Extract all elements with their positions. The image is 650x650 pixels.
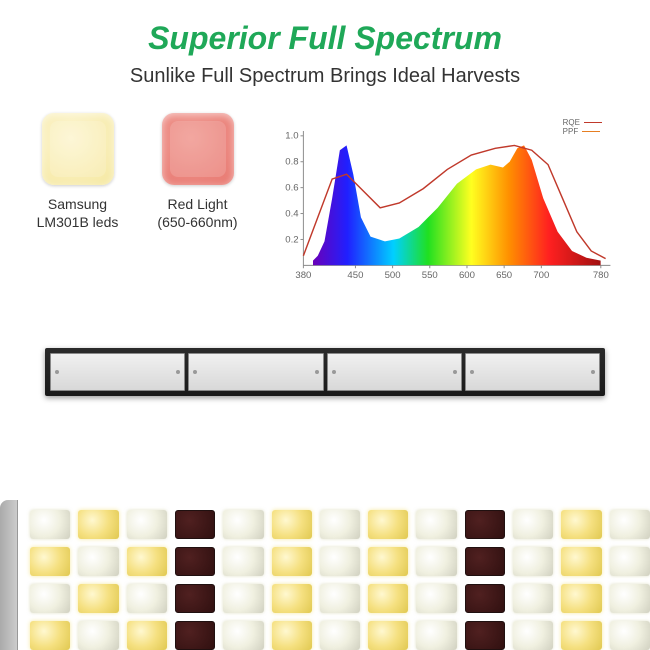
panel-led <box>561 621 601 650</box>
panel-led <box>127 547 167 576</box>
panel-led <box>368 584 408 613</box>
panel-led <box>127 584 167 613</box>
led-chip-icon <box>162 113 234 185</box>
svg-text:0.6: 0.6 <box>285 183 298 194</box>
led-chips: SamsungLM301B leds Red Light(650-660nm) <box>30 113 245 231</box>
panel-led <box>416 547 456 576</box>
panel-led <box>223 621 263 650</box>
panel-led <box>30 621 70 650</box>
svg-text:0.2: 0.2 <box>285 234 298 245</box>
led-module <box>50 353 185 391</box>
led-module <box>465 353 600 391</box>
led-module <box>188 353 323 391</box>
panel-led <box>175 584 215 613</box>
panel-led <box>513 621 553 650</box>
panel-led <box>465 621 505 650</box>
panel-led <box>416 584 456 613</box>
svg-text:780: 780 <box>593 270 609 281</box>
led-panel-closeup <box>0 500 650 650</box>
panel-led <box>320 547 360 576</box>
panel-led <box>610 584 650 613</box>
panel-led <box>272 584 312 613</box>
svg-text:550: 550 <box>422 270 438 281</box>
panel-led <box>78 621 118 650</box>
led-chip-item: Red Light(650-660nm) <box>150 113 245 231</box>
panel-led <box>175 621 215 650</box>
svg-text:450: 450 <box>347 270 363 281</box>
svg-text:380: 380 <box>295 270 311 281</box>
led-chip-label: SamsungLM301B leds <box>30 195 125 231</box>
panel-led <box>320 621 360 650</box>
panel-led <box>223 547 263 576</box>
panel-led <box>368 547 408 576</box>
panel-led <box>78 510 118 539</box>
panel-led <box>175 510 215 539</box>
subtitle: Sunlike Full Spectrum Brings Ideal Harve… <box>30 65 620 88</box>
led-module <box>327 353 462 391</box>
panel-led <box>223 510 263 539</box>
panel-led <box>561 547 601 576</box>
chart-legend: RQEPPF <box>563 118 602 136</box>
legend-item: RQE <box>563 118 602 127</box>
svg-text:0.4: 0.4 <box>285 208 299 219</box>
panel-led <box>272 510 312 539</box>
panel-led <box>561 510 601 539</box>
led-grid <box>30 510 650 650</box>
svg-text:0.8: 0.8 <box>285 157 298 168</box>
svg-text:650: 650 <box>496 270 512 281</box>
panel-led <box>175 547 215 576</box>
panel-led <box>513 510 553 539</box>
panel-led <box>513 547 553 576</box>
panel-led <box>465 584 505 613</box>
panel-led <box>610 547 650 576</box>
panel-led <box>561 584 601 613</box>
panel-led <box>368 510 408 539</box>
panel-led <box>127 621 167 650</box>
led-chip-item: SamsungLM301B leds <box>30 113 125 231</box>
panel-led <box>368 621 408 650</box>
panel-led <box>30 510 70 539</box>
panel-led <box>78 584 118 613</box>
panel-led <box>127 510 167 539</box>
svg-text:600: 600 <box>459 270 475 281</box>
panel-led <box>30 547 70 576</box>
panel-led <box>416 510 456 539</box>
panel-led <box>320 510 360 539</box>
led-chip-icon <box>42 113 114 185</box>
panel-led <box>610 621 650 650</box>
panel-led <box>416 621 456 650</box>
panel-led <box>320 584 360 613</box>
chart-svg: 0.2 0.4 0.6 0.8 1.0 380 450 500 550 600 650 700 780 <box>265 113 620 293</box>
panel-led <box>465 547 505 576</box>
panel-led <box>272 547 312 576</box>
svg-text:700: 700 <box>533 270 549 281</box>
led-bar-product <box>45 348 605 396</box>
panel-led <box>610 510 650 539</box>
svg-text:1.0: 1.0 <box>285 131 298 142</box>
panel-led <box>78 547 118 576</box>
top-section: SamsungLM301B leds Red Light(650-660nm) R… <box>30 113 620 293</box>
led-chip-label: Red Light(650-660nm) <box>150 195 245 231</box>
panel-led <box>223 584 263 613</box>
main-title: Superior Full Spectrum <box>30 20 620 57</box>
svg-text:500: 500 <box>385 270 401 281</box>
panel-edge <box>0 500 18 650</box>
panel-led <box>513 584 553 613</box>
panel-led <box>272 621 312 650</box>
spectrum-chart: RQEPPF 0.2 0.4 0.6 0.8 1.0 380 450 500 550 600 650… <box>265 113 620 293</box>
panel-led <box>465 510 505 539</box>
panel-led <box>30 584 70 613</box>
legend-item: PPF <box>563 127 602 136</box>
